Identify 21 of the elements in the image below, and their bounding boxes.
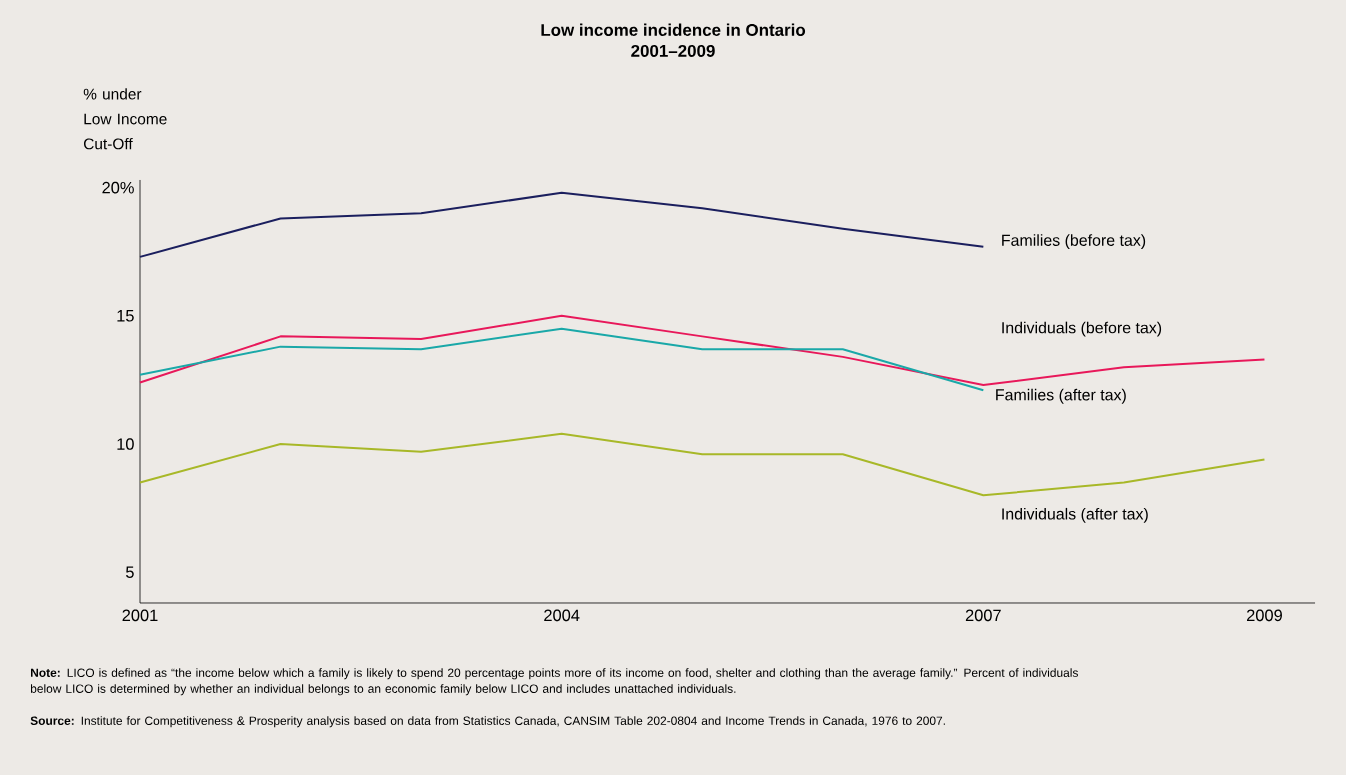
chart-subtitle: 2001–2009 bbox=[631, 44, 715, 57]
x-tick-label: 2001 bbox=[122, 609, 158, 622]
series-label: Individuals (before tax) bbox=[1002, 321, 1162, 337]
y-tick-label: 5 bbox=[126, 566, 134, 578]
line-series bbox=[139, 314, 1266, 387]
line-series bbox=[139, 191, 985, 258]
line-series bbox=[139, 327, 985, 392]
x-tick-label: 2009 bbox=[1247, 609, 1282, 622]
series-label: Families (before tax) bbox=[1002, 234, 1146, 250]
x-tick-label: 2004 bbox=[544, 609, 580, 622]
text: Source: Institute for Competitiveness & Prosperity analysis based on data from Statistics Canada, CANSIM Table 202-0804 and Income Trends in Canada, 1976 to 2007. bbox=[30, 716, 945, 728]
series-label: Families (after tax) bbox=[996, 388, 1126, 404]
y-tick-label: 20% bbox=[102, 181, 134, 194]
line-series bbox=[139, 432, 1266, 497]
chart-title: Low income incidence in Ontario bbox=[541, 23, 806, 36]
text: Note: LICO is defined as “the income below which a family is likely to spend 20 percentage points more of its income on food, shelter and clothing than the average family.” Percent of individuals below LICO is determined by whether an individual belongs to an economic family below LICO and includes unattached individuals. bbox=[30, 668, 1078, 696]
y-tick-label: 15 bbox=[117, 310, 134, 322]
y-axis-title: % under Low Income Cut-Off bbox=[83, 88, 167, 150]
x-tick-label: 2007 bbox=[965, 609, 1001, 622]
series-label: Individuals (after tax) bbox=[1002, 507, 1148, 523]
y-tick-label: 10 bbox=[117, 438, 134, 450]
